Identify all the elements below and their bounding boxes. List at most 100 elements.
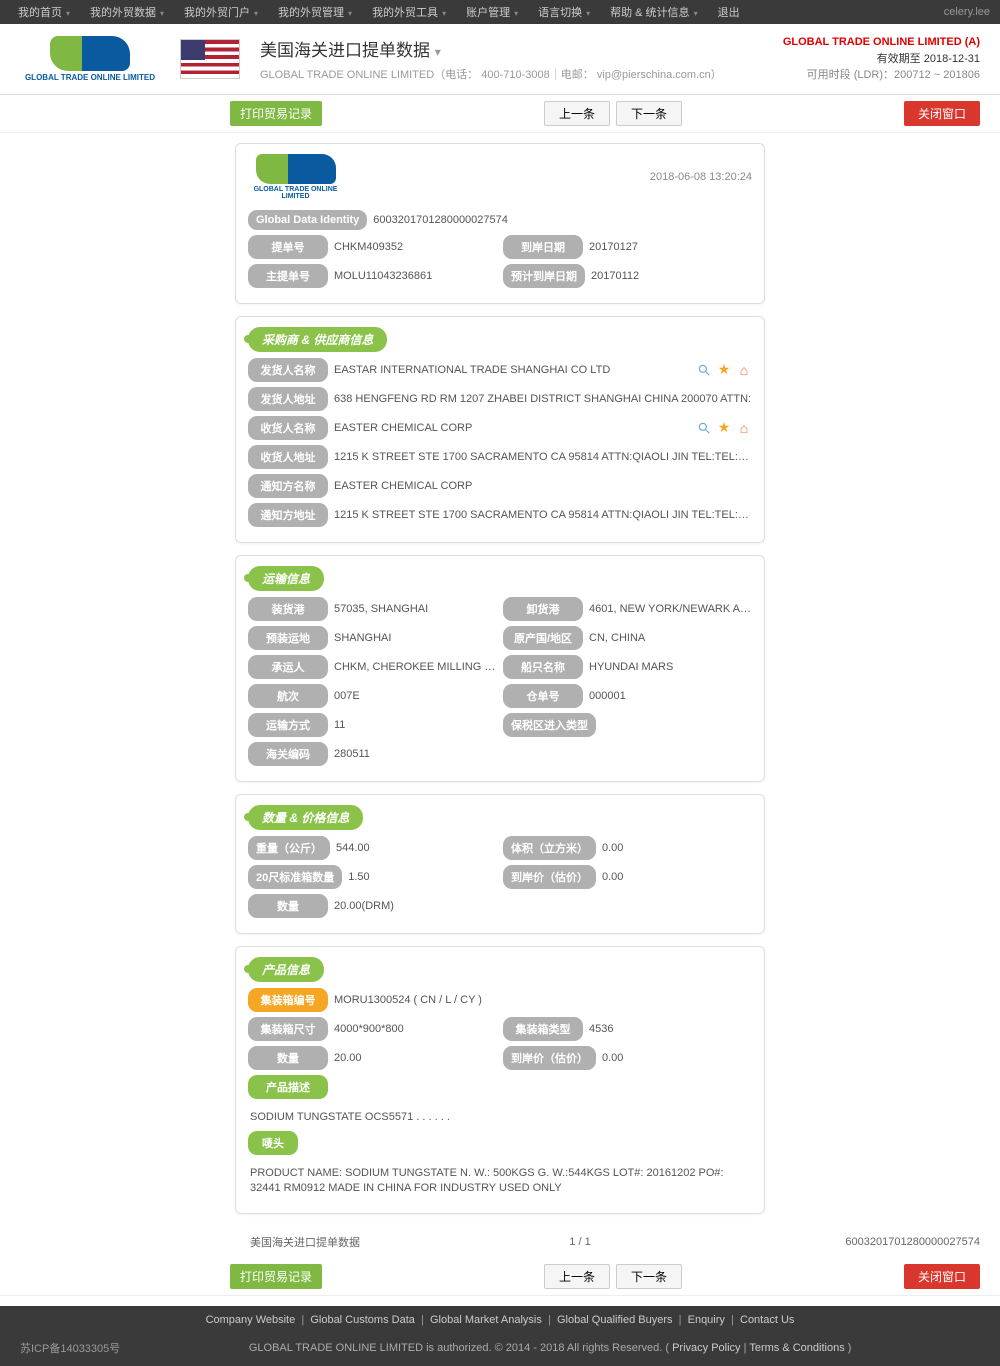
preship: SHANGHAI	[334, 632, 497, 644]
timestamp: 2018-06-08 13:20:24	[650, 171, 752, 183]
product-desc: SODIUM TUNGSTATE OCS5571 . . . . . .	[248, 1104, 752, 1131]
nav-manage[interactable]: 我的外贸管理	[270, 4, 360, 20]
nav-logout[interactable]: 退出	[710, 4, 752, 20]
product-mark: PRODUCT NAME: SODIUM TUNGSTATE N. W.: 50…	[248, 1160, 752, 1203]
footer-link-website[interactable]: Company Website	[206, 1314, 296, 1326]
card-identity: GLOBAL TRADE ONLINE LIMITED 2018-06-08 1…	[235, 143, 765, 304]
terms-link[interactable]: Terms & Conditions	[749, 1342, 844, 1354]
star-icon[interactable]: ★	[716, 420, 732, 436]
close-button-bottom[interactable]: 关闭窗口	[904, 1264, 980, 1289]
nav-help[interactable]: 帮助 & 统计信息	[602, 4, 705, 20]
footer-link-enquiry[interactable]: Enquiry	[688, 1314, 725, 1326]
account-info: GLOBAL TRADE ONLINE LIMITED (A) 有效期至 201…	[783, 34, 980, 84]
expire-date: 有效期至 2018-12-31	[783, 51, 980, 68]
footer-link-market[interactable]: Global Market Analysis	[430, 1314, 542, 1326]
toolbar-top: 打印贸易记录 上一条 下一条 关闭窗口	[0, 95, 1000, 133]
pqty: 20.00	[334, 1052, 497, 1064]
carrier-label: 承运人	[248, 655, 328, 679]
qty2: 20.00(DRM)	[334, 900, 497, 912]
container-type-label: 集装箱类型	[503, 1017, 583, 1041]
container-size-label: 集装箱尺寸	[248, 1017, 328, 1041]
warehouse: 000001	[589, 690, 752, 702]
pcif: 0.00	[602, 1052, 752, 1064]
next-button[interactable]: 下一条	[616, 101, 682, 126]
magnify-icon[interactable]	[696, 362, 712, 378]
nav-home[interactable]: 我的首页	[10, 4, 78, 20]
top-navbar: 我的首页 我的外贸数据 我的外贸门户 我的外贸管理 我的外贸工具 账户管理 语言…	[0, 0, 1000, 24]
discharge-label: 卸货港	[503, 597, 583, 621]
shipper-name-label: 发货人名称	[248, 358, 328, 382]
print-button-bottom[interactable]: 打印贸易记录	[230, 1264, 322, 1289]
footer-link-contact[interactable]: Contact Us	[740, 1314, 794, 1326]
arrive-value: 20170127	[589, 241, 752, 253]
load-port: 57035, SHANGHAI	[334, 603, 497, 615]
notify-addr: 1215 K STREET STE 1700 SACRAMENTO CA 958…	[334, 509, 752, 521]
company-name: GLOBAL TRADE ONLINE LIMITED (A)	[783, 34, 980, 51]
print-button[interactable]: 打印贸易记录	[230, 101, 322, 126]
bl-value: CHKM409352	[334, 241, 497, 253]
container-no: MORU1300524 ( CN / L / CY )	[334, 994, 752, 1006]
nav-data[interactable]: 我的外贸数据	[82, 4, 172, 20]
nav-language[interactable]: 语言切换	[530, 4, 598, 20]
arrive-label: 到岸日期	[503, 235, 583, 259]
page-header: GLOBAL TRADE ONLINE LIMITED 美国海关进口提单数据 ▾…	[0, 24, 1000, 95]
warehouse-label: 仓单号	[503, 684, 583, 708]
container-size: 4000*900*800	[334, 1023, 497, 1035]
nav-portal[interactable]: 我的外贸门户	[176, 4, 266, 20]
cif: 0.00	[602, 871, 752, 883]
weight-label: 重量（公斤）	[248, 836, 330, 860]
home-icon[interactable]: ⌂	[736, 362, 752, 378]
footer-links: Company Website | Global Customs Data | …	[0, 1306, 1000, 1334]
discharge: 4601, NEW YORK/NEWARK AREA,	[589, 603, 752, 615]
shipper-addr-label: 发货人地址	[248, 387, 328, 411]
consignee-addr-label: 收货人地址	[248, 445, 328, 469]
vol: 0.00	[602, 842, 752, 854]
container-no-label: 集装箱编号	[248, 988, 328, 1012]
magnify-icon[interactable]	[696, 420, 712, 436]
carrier: CHKM, CHEROKEE MILLING COMP	[334, 661, 497, 673]
gdi-label: Global Data Identity	[248, 210, 367, 230]
top-nav-items: 我的首页 我的外贸数据 我的外贸门户 我的外贸管理 我的外贸工具 账户管理 语言…	[10, 4, 752, 20]
card-parties: 采购商 & 供应商信息 发货人名称EASTAR INTERNATIONAL TR…	[235, 316, 765, 543]
mode: 11	[334, 719, 497, 731]
foot-id: 6003201701280000027574	[800, 1236, 980, 1248]
prev-button-bottom[interactable]: 上一条	[544, 1264, 610, 1289]
page-title: 美国海关进口提单数据 ▾	[260, 36, 783, 61]
shipper-addr: 638 HENGFENG RD RM 1207 ZHABEI DISTRICT …	[334, 393, 752, 405]
close-button[interactable]: 关闭窗口	[904, 101, 980, 126]
voyage-label: 航次	[248, 684, 328, 708]
footer-link-customs[interactable]: Global Customs Data	[310, 1314, 415, 1326]
page-subtitle: GLOBAL TRADE ONLINE LIMITED（电话： 400-710-…	[260, 66, 783, 82]
consignee-name-label: 收货人名称	[248, 416, 328, 440]
desc-label: 产品描述	[248, 1075, 328, 1099]
logo-shape	[50, 36, 130, 71]
voyage: 007E	[334, 690, 497, 702]
icp-number[interactable]: 苏ICP备14033305号	[20, 1340, 120, 1356]
nav-tools[interactable]: 我的外贸工具	[364, 4, 454, 20]
foot-left: 美国海关进口提单数据	[250, 1234, 360, 1250]
privacy-link[interactable]: Privacy Policy	[672, 1342, 740, 1354]
vessel: HYUNDAI MARS	[589, 661, 752, 673]
home-icon[interactable]: ⌂	[736, 420, 752, 436]
nav-account[interactable]: 账户管理	[458, 4, 526, 20]
eta-value: 20170112	[591, 270, 752, 282]
product-title: 产品信息	[248, 957, 324, 982]
hs-label: 海关编码	[248, 742, 328, 766]
qty-title: 数量 & 价格信息	[248, 805, 363, 830]
shipper-name: EASTAR INTERNATIONAL TRADE SHANGHAI CO L…	[334, 364, 690, 376]
preship-label: 预装运地	[248, 626, 328, 650]
star-icon[interactable]: ★	[716, 362, 732, 378]
next-button-bottom[interactable]: 下一条	[616, 1264, 682, 1289]
logo: GLOBAL TRADE ONLINE LIMITED	[20, 36, 160, 82]
card-transport: 运输信息 装货港57035, SHANGHAI 卸货港4601, NEW YOR…	[235, 555, 765, 782]
hs: 280511	[334, 748, 497, 760]
prev-button[interactable]: 上一条	[544, 101, 610, 126]
vol-label: 体积（立方米）	[503, 836, 596, 860]
origin-label: 原产国/地区	[503, 626, 583, 650]
consignee-addr: 1215 K STREET STE 1700 SACRAMENTO CA 958…	[334, 451, 752, 463]
card-qty: 数量 & 价格信息 重量（公斤）544.00 体积（立方米）0.00 20尺标准…	[235, 794, 765, 934]
copyright: GLOBAL TRADE ONLINE LIMITED is authorize…	[120, 1342, 980, 1354]
footer-link-buyers[interactable]: Global Qualified Buyers	[557, 1314, 673, 1326]
user-label[interactable]: celery.lee	[944, 6, 990, 18]
transport-title: 运输信息	[248, 566, 324, 591]
